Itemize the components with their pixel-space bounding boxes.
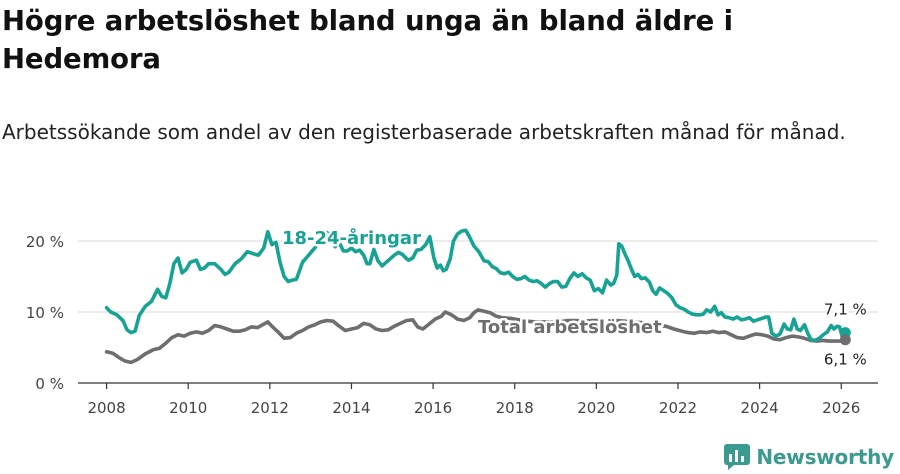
series-end-label-total: 6,1 % [824, 351, 867, 369]
x-tick-label: 2024 [741, 399, 779, 417]
series-name-label-total: Total arbetslöshet [478, 317, 662, 338]
x-tick-label: 2012 [251, 399, 289, 417]
newsworthy-logo-icon [724, 444, 751, 470]
series-end-label-youth: 7,1 % [824, 301, 867, 319]
y-tick-label: 20 % [26, 233, 64, 251]
brand-name: Newsworthy [756, 445, 894, 469]
x-tick-label: 2016 [414, 399, 452, 417]
y-tick-label: 10 % [26, 304, 64, 322]
series-lines [104, 228, 851, 365]
x-tick-label: 2018 [496, 399, 534, 417]
chart-title: Högre arbetslöshet bland unga än bland ä… [2, 5, 733, 75]
series-end-point-total [839, 334, 851, 346]
x-axis: 2008 2010 2012 2014 2016 2018 2020 2022 2024 2026 [78, 382, 878, 417]
x-tick-label: 2022 [659, 399, 697, 417]
series-line-total [104, 308, 848, 365]
series-name-label-youth: 18-24-åringar [282, 227, 421, 249]
newsworthy-brand: Newsworthy [724, 444, 894, 470]
series-labels: 7,1 % 6,1 % 18-24-åringar Total arbetslöshe… [279, 225, 868, 371]
series-line-youth [104, 228, 848, 343]
x-tick-label: 2010 [169, 399, 207, 417]
y-tick-label: 0 % [35, 375, 64, 393]
x-tick-label: 2008 [87, 399, 125, 417]
x-tick-label: 2020 [577, 399, 615, 417]
y-axis: 0 % 10 % 20 % [26, 233, 64, 393]
chart-subtitle: Arbetssökande som andel av den registerb… [2, 120, 846, 144]
x-tick-label: 2026 [822, 399, 860, 417]
x-tick-label: 2014 [332, 399, 370, 417]
